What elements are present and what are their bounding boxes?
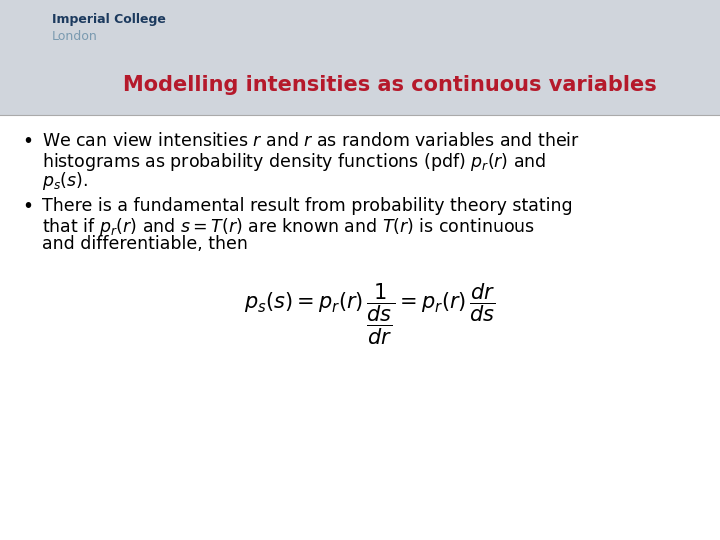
Bar [0, 115, 720, 540]
Text: •: • [22, 132, 33, 151]
Text: London: London [52, 30, 98, 43]
Text: that if $p_r(r)$ and $s = T(r)$ are known and $T(r)$ is continuous: that if $p_r(r)$ and $s = T(r)$ are know… [42, 216, 535, 238]
Text: We can view intensities $r$ and $r$ as random variables and their: We can view intensities $r$ and $r$ as r… [42, 132, 580, 150]
Text: histograms as probability density functions (pdf) $p_r(r)$ and: histograms as probability density functi… [42, 151, 546, 173]
Text: $p_s(s) = p_r(r)\,\dfrac{1}{\dfrac{ds}{dr}} = p_r(r)\,\dfrac{dr}{ds}$: $p_s(s) = p_r(r)\,\dfrac{1}{\dfrac{ds}{d… [244, 282, 496, 347]
Bar [0, 0, 720, 115]
Text: There is a fundamental result from probability theory stating: There is a fundamental result from proba… [42, 197, 572, 215]
Text: •: • [22, 197, 33, 216]
Text: and differentiable, then: and differentiable, then [42, 235, 248, 253]
Text: Imperial College: Imperial College [52, 14, 166, 26]
Text: Modelling intensities as continuous variables: Modelling intensities as continuous vari… [123, 75, 657, 95]
Text: $p_s(s)$.: $p_s(s)$. [42, 170, 88, 192]
